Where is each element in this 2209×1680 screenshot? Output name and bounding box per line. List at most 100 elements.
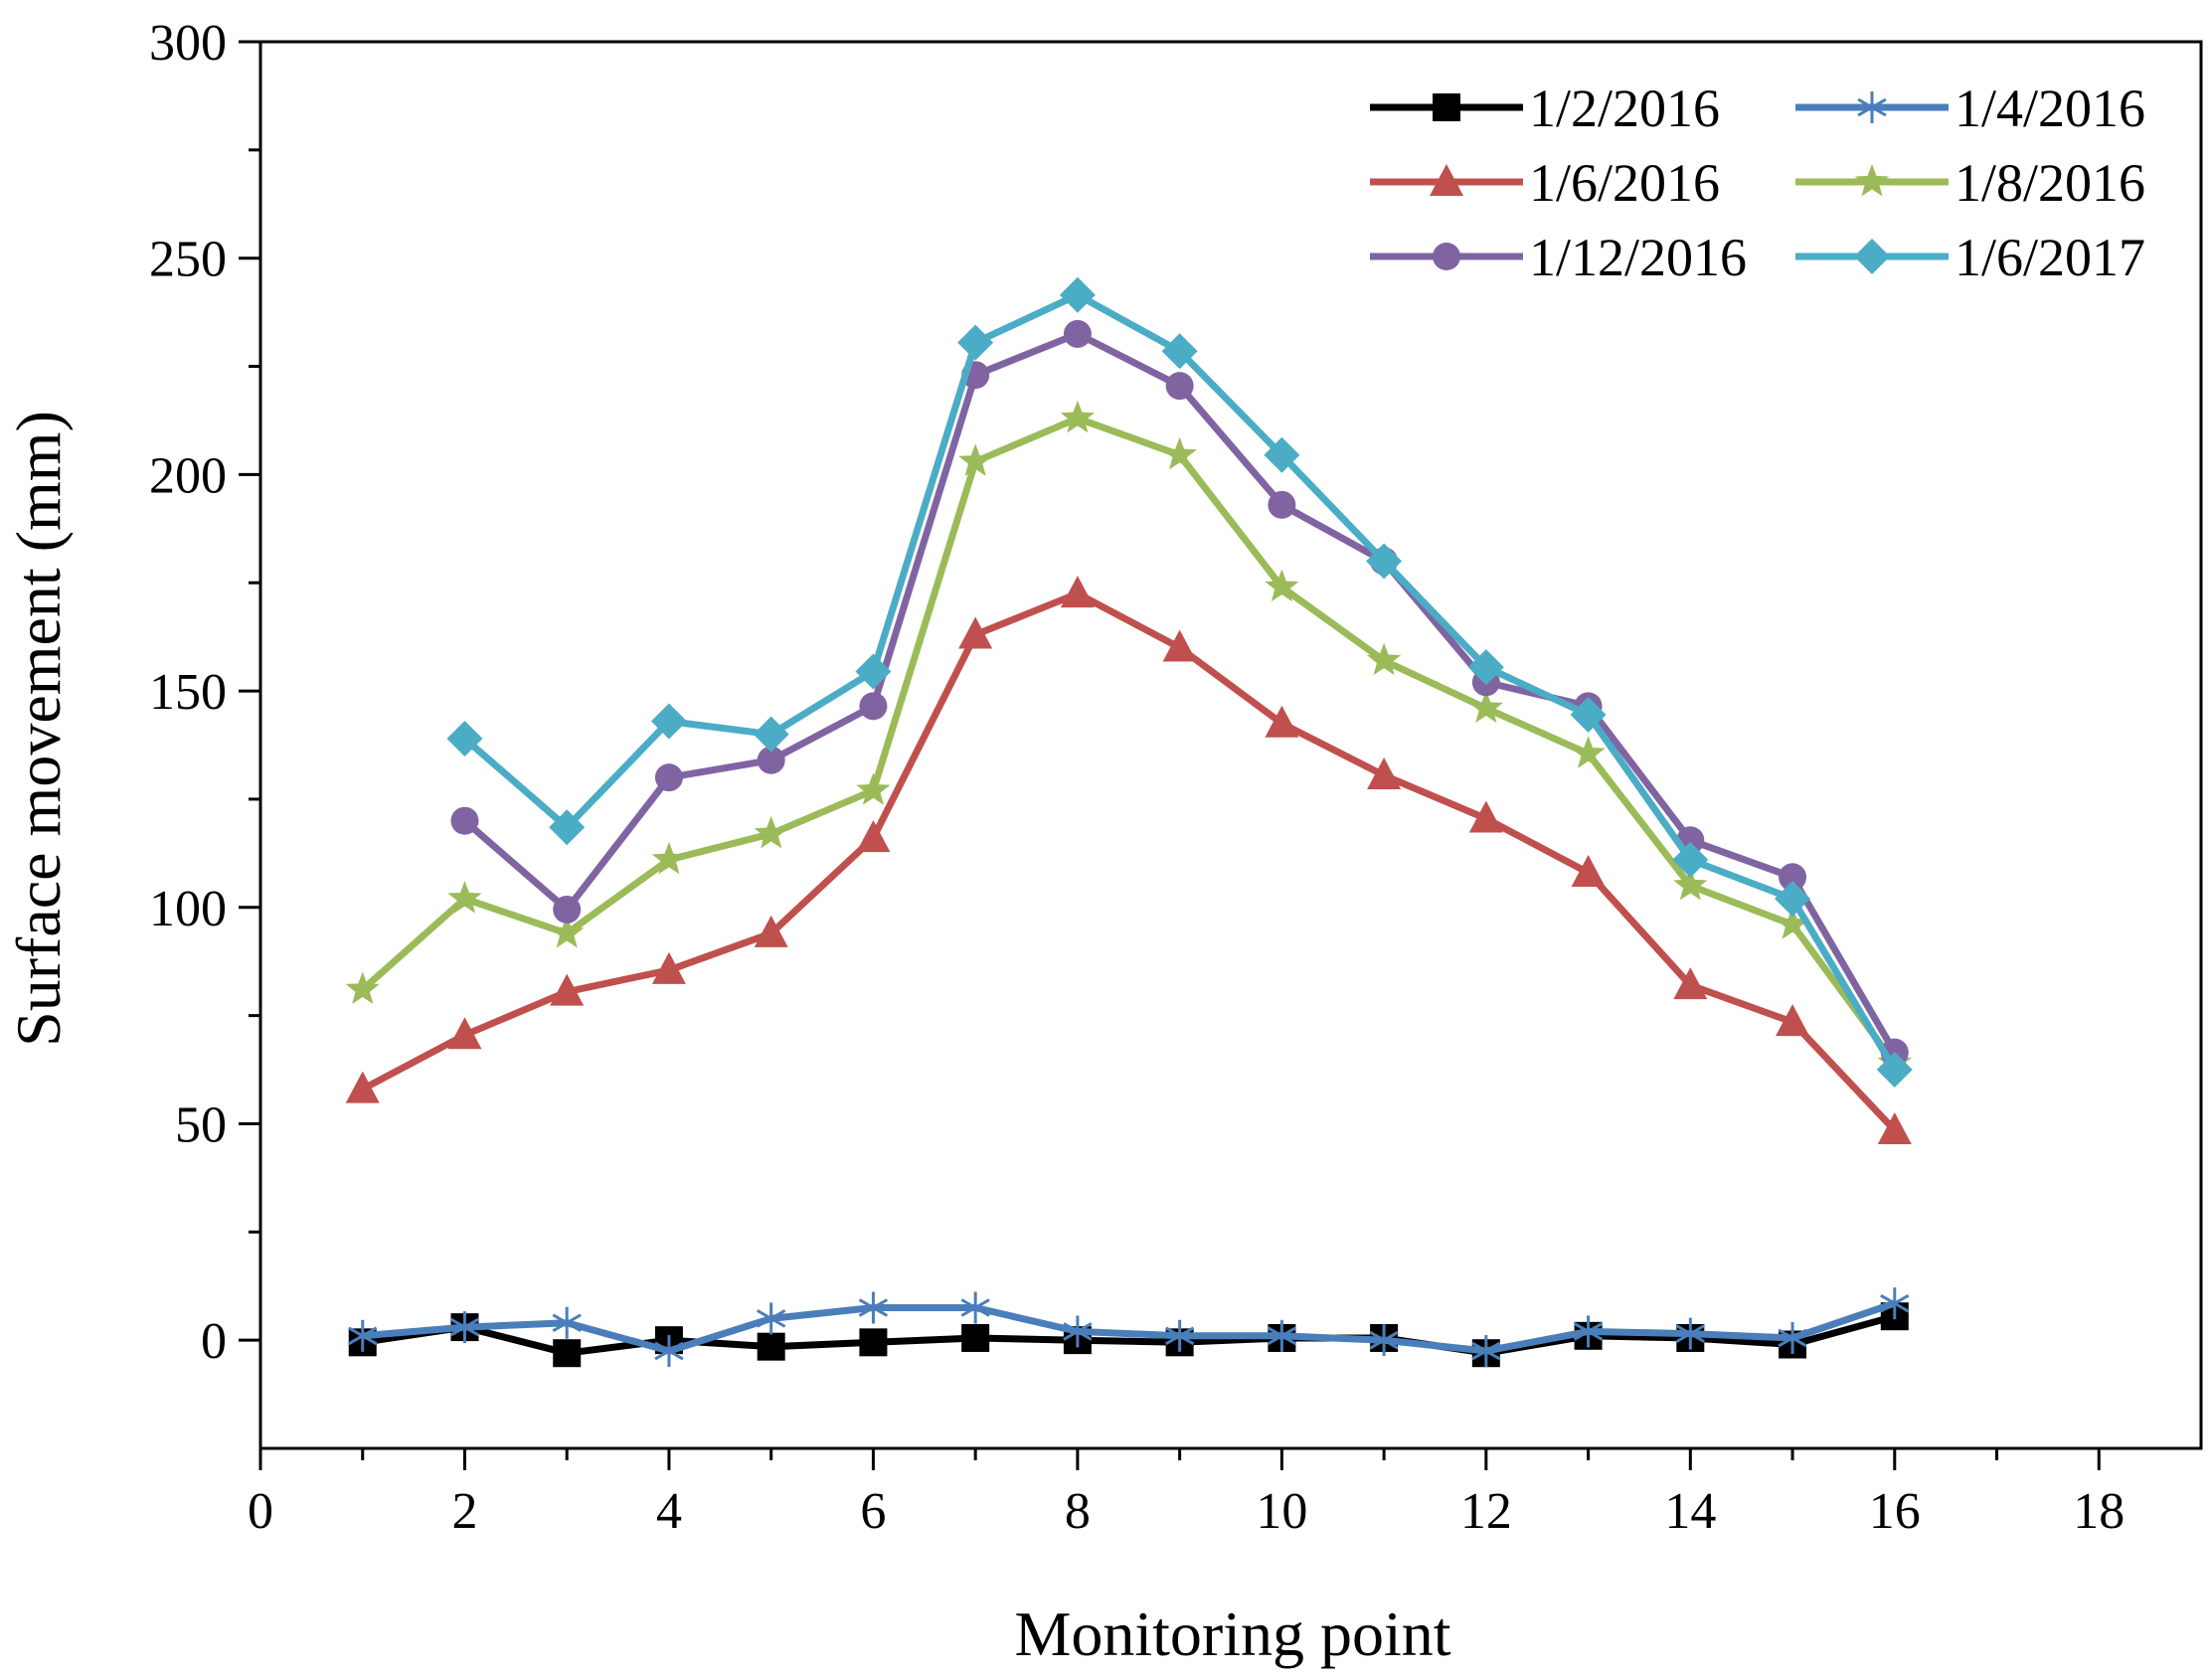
marker-asterisk-stroke (1267, 1326, 1297, 1346)
data-point (757, 1302, 786, 1335)
series-line (362, 1312, 1896, 1357)
marker-diamond (957, 324, 994, 361)
data-point (1063, 319, 1092, 348)
data-point (961, 1323, 990, 1352)
data-point (449, 1311, 480, 1344)
marker-triangle (1673, 967, 1708, 1000)
legend-entry: 1/12/2016 (1370, 228, 1747, 287)
legend-entry: 1/6/2017 (1795, 228, 2145, 287)
marker-diamond (650, 703, 687, 740)
x-tick-label: 18 (2073, 1483, 2124, 1540)
marker-asterisk-stroke (960, 1298, 990, 1317)
y-tick-label: 100 (149, 881, 227, 937)
data-point (1571, 854, 1606, 887)
marker-asterisk-stroke (1471, 1341, 1501, 1361)
data-point (855, 653, 892, 690)
data-point (1570, 697, 1607, 734)
data-point (859, 692, 888, 721)
x-tick-label: 2 (451, 1483, 477, 1540)
data-point (1779, 863, 1807, 892)
x-tick-label: 0 (248, 1483, 273, 1540)
marker-square (553, 1339, 582, 1368)
marker-asterisk-stroke (1675, 1324, 1705, 1343)
x-tick-label: 12 (1460, 1483, 1512, 1540)
x-tick-label: 10 (1256, 1483, 1307, 1540)
marker-circle (450, 806, 479, 835)
data-point (1776, 1004, 1810, 1037)
marker-square (1433, 93, 1460, 121)
marker-triangle (550, 973, 585, 1006)
data-point (858, 1291, 889, 1324)
marker-circle (553, 895, 582, 924)
marker-circle (654, 763, 683, 792)
marker-star (1366, 642, 1402, 676)
data-point (960, 1291, 990, 1324)
marker-circle (859, 692, 888, 721)
legend-marker (1854, 239, 1890, 274)
series-4 (345, 400, 1912, 1079)
marker-diamond (1059, 276, 1096, 313)
x-tick-label: 6 (860, 1483, 886, 1540)
data-point (450, 806, 479, 835)
marker-star (1468, 690, 1503, 724)
marker-asterisk-stroke (757, 1309, 786, 1328)
y-tick-label: 250 (149, 232, 227, 288)
marker-triangle (856, 820, 891, 853)
marker-diamond (1570, 697, 1607, 734)
legend: 1/2/2016 1/4/2016 1/6/2016 1/8/2016 1/12/201… (1370, 79, 2145, 287)
marker-asterisk-stroke (654, 1341, 684, 1361)
series-line (361, 589, 1898, 1133)
y-tick-label: 200 (149, 447, 227, 504)
data-point (1060, 400, 1096, 433)
legend-marker (1430, 164, 1463, 196)
marker-asterisk-stroke (552, 1313, 582, 1333)
marker-triangle (1776, 1004, 1810, 1037)
data-point (1673, 967, 1708, 1000)
marker-triangle (651, 951, 686, 984)
legend-entry: 1/6/2016 (1370, 153, 1720, 213)
plot-frame (258, 40, 2203, 1450)
data-point (654, 763, 683, 792)
legend-label: 1/4/2016 (1954, 79, 2145, 138)
series-layer (345, 276, 1913, 1368)
legend-entry: 1/8/2016 (1795, 153, 2145, 213)
marker-diamond (1672, 841, 1709, 878)
data-point (446, 720, 483, 756)
data-point (654, 1335, 684, 1368)
y-tick-label: 0 (201, 1313, 227, 1370)
data-point (1366, 642, 1402, 676)
data-point (856, 772, 891, 805)
marker-triangle (1162, 629, 1197, 662)
marker-diamond (446, 720, 483, 756)
data-point (1267, 1319, 1297, 1352)
legend-marker (1433, 243, 1460, 270)
data-point (757, 746, 785, 774)
marker-diamond (1854, 239, 1890, 274)
data-point (447, 1017, 482, 1050)
data-point (1775, 881, 1811, 918)
marker-star (550, 915, 585, 948)
data-point (1471, 1335, 1501, 1368)
data-point (1876, 1052, 1913, 1089)
data-point (1162, 629, 1197, 662)
marker-triangle (1060, 576, 1095, 608)
series-line (462, 291, 1898, 1072)
axes: 0 2 4 6 8 10 12 14 16 18 0 50 100 150 200 250 300 (149, 15, 2203, 1540)
marker-circle (1433, 243, 1460, 270)
data-point (1060, 576, 1095, 608)
data-point (1265, 705, 1299, 738)
data-point (757, 1332, 785, 1361)
data-point (1672, 841, 1709, 878)
legend-label: 1/2/2016 (1529, 79, 1720, 138)
legend-label: 1/12/2016 (1529, 228, 1747, 287)
marker-star (1162, 436, 1197, 470)
y-tick-label: 50 (175, 1096, 227, 1153)
marker-star (1775, 907, 1810, 939)
marker-star (1854, 164, 1890, 197)
legend-label: 1/8/2016 (1954, 153, 2145, 213)
data-point (1468, 800, 1503, 833)
data-point (1369, 1324, 1399, 1357)
data-point (958, 443, 993, 476)
marker-asterisk-stroke (1778, 1328, 1807, 1348)
marker-diamond (753, 716, 789, 753)
